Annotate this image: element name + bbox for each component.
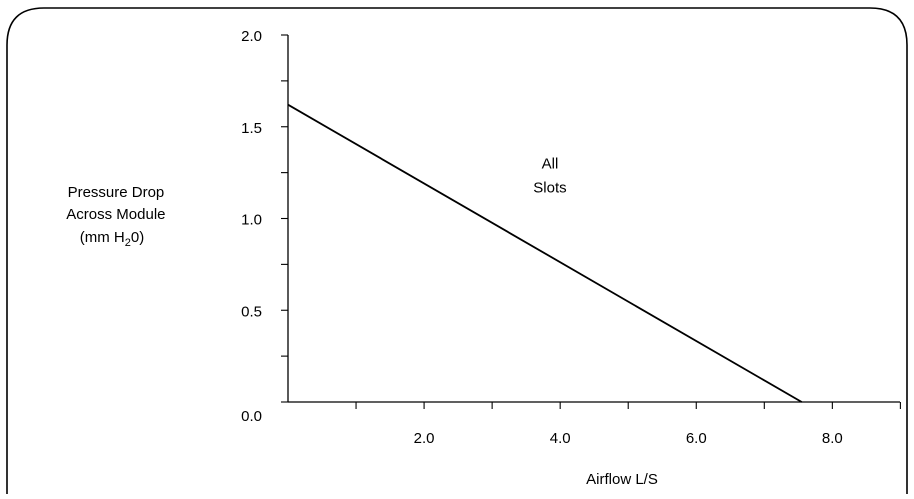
y-tick-label: 2.0 — [241, 28, 262, 45]
y-axis-label-line-3: (mm H — [80, 229, 125, 246]
y-tick-label: 1.0 — [241, 212, 262, 229]
y-axis-label-line-2: Across Module — [66, 206, 165, 223]
annotation-label: All Slots — [533, 155, 566, 196]
y-tick-label: 0.0 — [241, 408, 262, 425]
x-tick-label: 8.0 — [822, 430, 843, 447]
y-tick-label: 1.5 — [241, 120, 262, 137]
series-line-0 — [287, 103, 803, 403]
chart-frame — [6, 7, 908, 494]
x-tick-label: 2.0 — [414, 430, 435, 447]
axes: 0.0 0.5 1.0 1.5 2.0 2.0 4.0 6.0 8.0 — [241, 28, 901, 447]
series-layer — [287, 103, 803, 403]
x-tick-label: 6.0 — [686, 430, 707, 447]
y-axis-label-subscript: 2 — [125, 237, 131, 249]
x-axis-label: Airflow L/S — [586, 471, 658, 488]
y-axis-label-line-1: Pressure Drop — [68, 184, 165, 201]
annotation-line: All — [542, 155, 559, 172]
y-tick-label: 0.5 — [241, 303, 262, 320]
x-tick-label: 4.0 — [550, 430, 571, 447]
annotations: All Slots — [533, 155, 566, 196]
y-axis-label-line-3-end: 0) — [131, 229, 144, 246]
annotation-line: Slots — [533, 179, 566, 196]
y-axis-label: Pressure Drop Across Module (mm H20) — [66, 184, 169, 249]
